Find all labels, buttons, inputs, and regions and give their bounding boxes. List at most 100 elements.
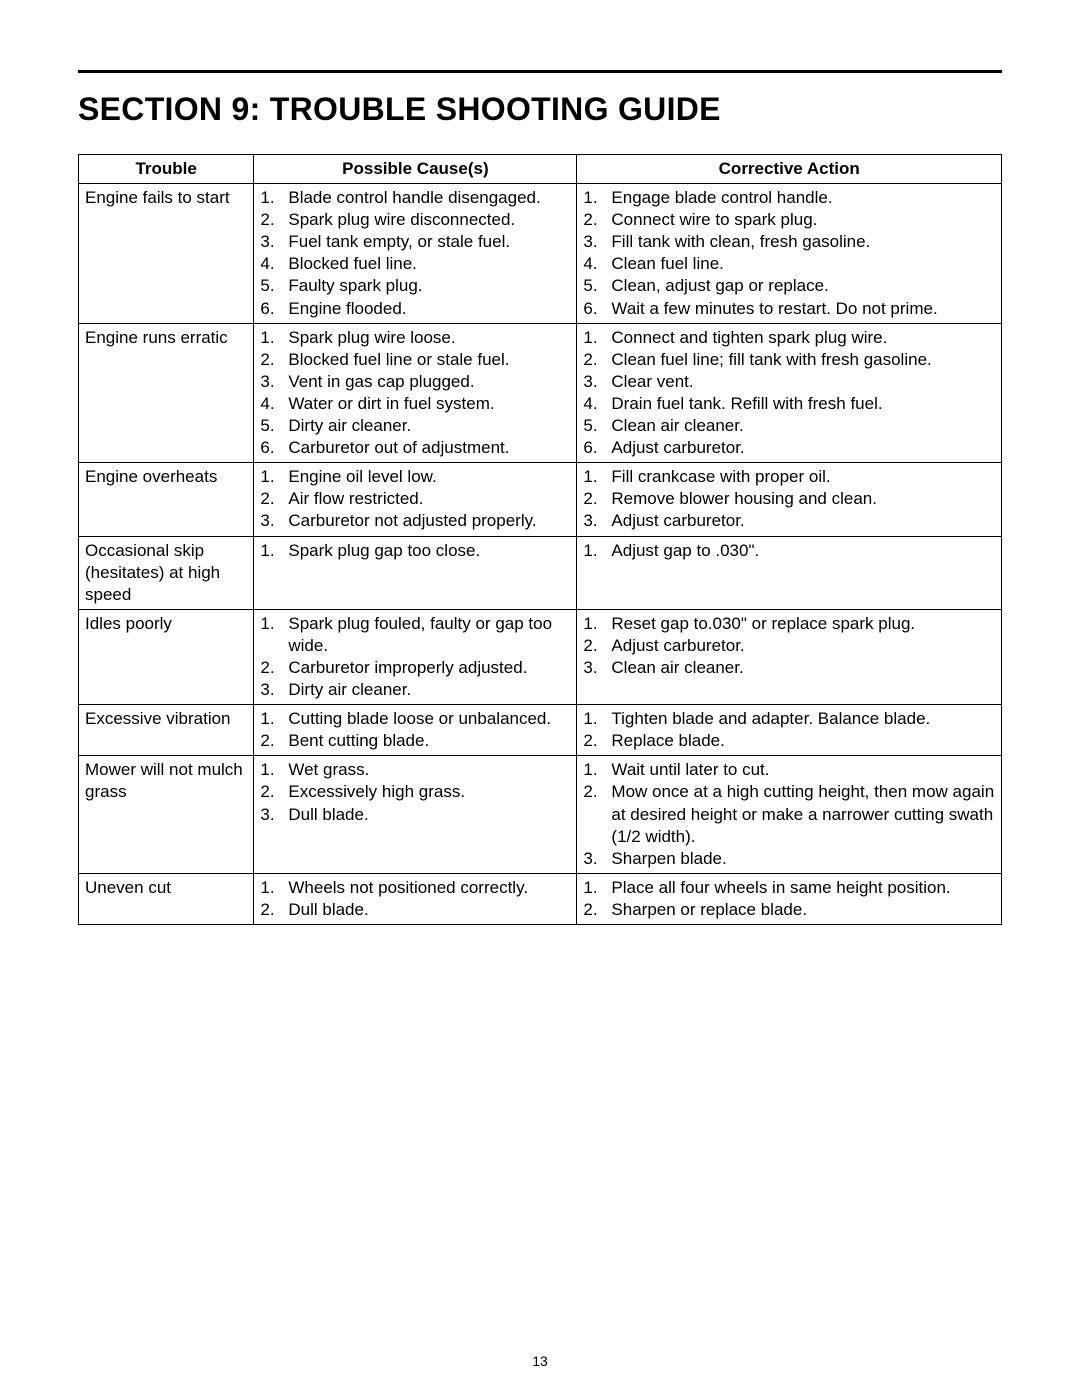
- causes-cell: 1.Spark plug gap too close.: [254, 536, 577, 609]
- action-item: Connect and tighten spark plug wire.: [605, 327, 995, 349]
- list-number: 2.: [260, 349, 282, 371]
- actions-cell: 1.Fill crankcase with proper oil.2.Remov…: [577, 463, 1002, 536]
- list-number: 6.: [260, 298, 282, 320]
- list-number: 4.: [583, 393, 605, 415]
- trouble-cell: Engine fails to start: [79, 184, 254, 324]
- list-number: 1.: [260, 877, 282, 899]
- table-row: Idles poorly1.Spark plug fouled, faulty …: [79, 609, 1002, 704]
- action-item: Clean fuel line.: [605, 253, 995, 275]
- list-number: 4.: [260, 393, 282, 415]
- action-item: Adjust carburetor.: [605, 510, 995, 532]
- list-number: 6.: [260, 437, 282, 459]
- list-number: 2.: [260, 488, 282, 510]
- trouble-cell: Occasional skip (hesitates) at high spee…: [79, 536, 254, 609]
- list-number: 2.: [583, 635, 605, 657]
- action-item: Sharpen or replace blade.: [605, 899, 995, 921]
- list-number: 1.: [583, 708, 605, 730]
- cause-item: Spark plug fouled, faulty or gap too wid…: [282, 613, 570, 657]
- list-number: 2.: [583, 730, 605, 752]
- list-number: 1.: [260, 613, 282, 657]
- action-item: Clean air cleaner.: [605, 657, 995, 679]
- list-number: 1.: [583, 540, 605, 562]
- causes-cell: 1.Wet grass.2.Excessively high grass.3.D…: [254, 756, 577, 873]
- action-item: Clean fuel line; fill tank with fresh ga…: [605, 349, 995, 371]
- troubleshooting-table: Trouble Possible Cause(s) Corrective Act…: [78, 154, 1002, 925]
- action-item: Wait a few minutes to restart. Do not pr…: [605, 298, 995, 320]
- action-item: Adjust carburetor.: [605, 437, 995, 459]
- trouble-cell: Uneven cut: [79, 873, 254, 924]
- list-number: 1.: [583, 759, 605, 781]
- cause-item: Dirty air cleaner.: [282, 679, 570, 701]
- table-row: Excessive vibration1.Cutting blade loose…: [79, 705, 1002, 756]
- actions-cell: 1.Engage blade control handle.2.Connect …: [577, 184, 1002, 324]
- action-item: Adjust carburetor.: [605, 635, 995, 657]
- cause-item: Dull blade.: [282, 804, 570, 826]
- trouble-cell: Engine overheats: [79, 463, 254, 536]
- action-item: Connect wire to spark plug.: [605, 209, 995, 231]
- list-number: 1.: [583, 613, 605, 635]
- action-item: Fill tank with clean, fresh gasoline.: [605, 231, 995, 253]
- list-number: 1.: [260, 187, 282, 209]
- cause-item: Spark plug wire disconnected.: [282, 209, 570, 231]
- table-row: Uneven cut1.Wheels not positioned correc…: [79, 873, 1002, 924]
- col-header-causes: Possible Cause(s): [254, 155, 577, 184]
- col-header-actions: Corrective Action: [577, 155, 1002, 184]
- trouble-cell: Idles poorly: [79, 609, 254, 704]
- list-number: 1.: [260, 540, 282, 562]
- list-number: 3.: [260, 510, 282, 532]
- action-item: Clean air cleaner.: [605, 415, 995, 437]
- list-number: 3.: [260, 679, 282, 701]
- cause-item: Blade control handle disengaged.: [282, 187, 570, 209]
- cause-item: Vent in gas cap plugged.: [282, 371, 570, 393]
- trouble-cell: Mower will not mulch grass: [79, 756, 254, 873]
- list-number: 3.: [583, 231, 605, 253]
- action-item: Drain fuel tank. Refill with fresh fuel.: [605, 393, 995, 415]
- list-number: 1.: [583, 187, 605, 209]
- table-row: Mower will not mulch grass1.Wet grass.2.…: [79, 756, 1002, 873]
- list-number: 1.: [260, 708, 282, 730]
- col-header-trouble: Trouble: [79, 155, 254, 184]
- list-number: 5.: [583, 415, 605, 437]
- causes-cell: 1.Cutting blade loose or unbalanced.2.Be…: [254, 705, 577, 756]
- cause-item: Carburetor improperly adjusted.: [282, 657, 570, 679]
- list-number: 2.: [583, 899, 605, 921]
- table-header-row: Trouble Possible Cause(s) Corrective Act…: [79, 155, 1002, 184]
- action-item: Engage blade control handle.: [605, 187, 995, 209]
- list-number: 5.: [260, 275, 282, 297]
- cause-item: Bent cutting blade.: [282, 730, 570, 752]
- list-number: 1.: [583, 877, 605, 899]
- list-number: 2.: [583, 781, 605, 847]
- actions-cell: 1.Adjust gap to .030".: [577, 536, 1002, 609]
- action-item: Remove blower housing and clean.: [605, 488, 995, 510]
- action-item: Tighten blade and adapter. Balance blade…: [605, 708, 995, 730]
- cause-item: Carburetor out of adjustment.: [282, 437, 570, 459]
- cause-item: Excessively high grass.: [282, 781, 570, 803]
- list-number: 2.: [260, 209, 282, 231]
- list-number: 3.: [260, 231, 282, 253]
- cause-item: Engine oil level low.: [282, 466, 570, 488]
- cause-item: Air flow restricted.: [282, 488, 570, 510]
- list-number: 6.: [583, 437, 605, 459]
- actions-cell: 1.Reset gap to.030" or replace spark plu…: [577, 609, 1002, 704]
- trouble-cell: Excessive vibration: [79, 705, 254, 756]
- action-item: Place all four wheels in same height pos…: [605, 877, 995, 899]
- list-number: 2.: [583, 209, 605, 231]
- action-item: Clean, adjust gap or replace.: [605, 275, 995, 297]
- list-number: 1.: [583, 327, 605, 349]
- cause-item: Faulty spark plug.: [282, 275, 570, 297]
- list-number: 2.: [260, 657, 282, 679]
- list-number: 4.: [260, 253, 282, 275]
- causes-cell: 1.Spark plug fouled, faulty or gap too w…: [254, 609, 577, 704]
- list-number: 3.: [583, 371, 605, 393]
- action-item: Replace blade.: [605, 730, 995, 752]
- actions-cell: 1.Tighten blade and adapter. Balance bla…: [577, 705, 1002, 756]
- list-number: 2.: [260, 730, 282, 752]
- list-number: 2.: [583, 349, 605, 371]
- action-item: Mow once at a high cutting height, then …: [605, 781, 995, 847]
- action-item: Wait until later to cut.: [605, 759, 995, 781]
- cause-item: Blocked fuel line or stale fuel.: [282, 349, 570, 371]
- list-number: 5.: [583, 275, 605, 297]
- causes-cell: 1.Engine oil level low.2.Air flow restri…: [254, 463, 577, 536]
- cause-item: Spark plug wire loose.: [282, 327, 570, 349]
- list-number: 3.: [583, 510, 605, 532]
